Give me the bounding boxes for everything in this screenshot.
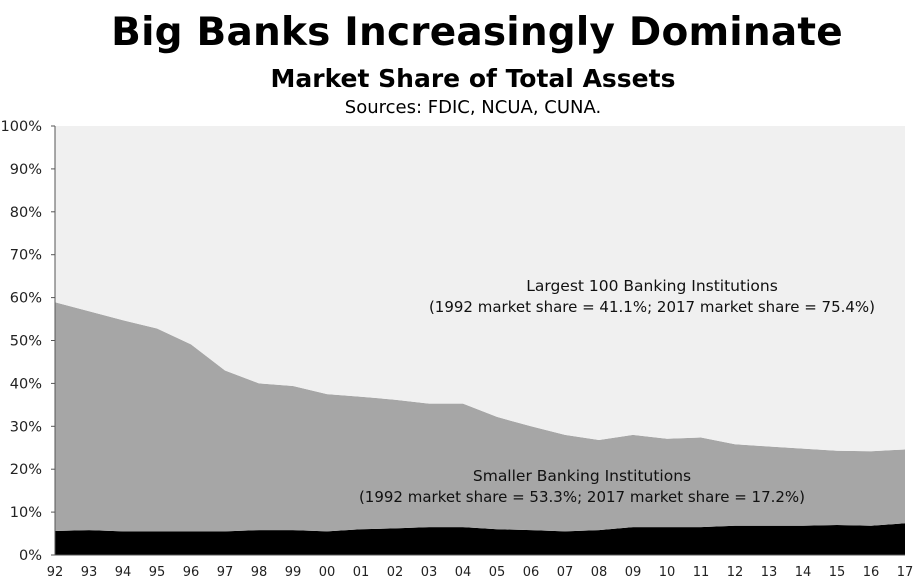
y-tick-label: 60% bbox=[10, 291, 42, 307]
x-tick-label: 06 bbox=[523, 565, 540, 580]
y-tick-label: 80% bbox=[10, 205, 42, 221]
x-tick-label: 95 bbox=[149, 565, 166, 580]
largest-100-institutions-area bbox=[55, 126, 905, 452]
y-tick-label: 70% bbox=[10, 248, 42, 264]
x-tick-label: 92 bbox=[47, 565, 64, 580]
y-tick-label: 20% bbox=[10, 462, 42, 478]
x-tick-label: 10 bbox=[659, 565, 676, 580]
tick-labels: 0% 10% 20% 30% 40% 50% 60% 70% 80% 90% 100% 92 93 94 9… bbox=[1, 119, 914, 580]
x-tick-label: 98 bbox=[251, 565, 268, 580]
x-tick-label: 97 bbox=[217, 565, 234, 580]
x-tick-label: 14 bbox=[795, 565, 812, 580]
x-tick-label: 07 bbox=[557, 565, 574, 580]
chart-subtitle: Market Share of Total Assets bbox=[270, 64, 676, 93]
x-tick-label: 15 bbox=[829, 565, 846, 580]
smaller-institutions-area bbox=[55, 302, 905, 532]
x-tick-label: 94 bbox=[115, 565, 132, 580]
y-tick-label: 0% bbox=[19, 548, 42, 564]
x-tick-label: 12 bbox=[727, 565, 744, 580]
x-tick-label: 04 bbox=[455, 565, 472, 580]
x-tick-label: 05 bbox=[489, 565, 506, 580]
y-tick-label: 40% bbox=[10, 376, 42, 392]
y-tick-label: 30% bbox=[10, 419, 42, 435]
x-tick-label: 16 bbox=[863, 565, 880, 580]
y-tick-label: 90% bbox=[10, 162, 42, 178]
annotation-detail: (1992 market share = 41.1%; 2017 market … bbox=[429, 298, 875, 316]
y-tick-label: 100% bbox=[1, 119, 42, 135]
x-tick-label: 99 bbox=[285, 565, 302, 580]
x-tick-label: 11 bbox=[693, 565, 710, 580]
x-tick-label: 17 bbox=[897, 565, 914, 580]
bottom-area bbox=[55, 523, 905, 555]
x-tick-label: 09 bbox=[625, 565, 642, 580]
x-tick-label: 93 bbox=[81, 565, 98, 580]
x-tick-label: 13 bbox=[761, 565, 778, 580]
axes bbox=[51, 125, 905, 556]
annotation-detail: (1992 market share = 53.3%; 2017 market … bbox=[359, 488, 805, 506]
chart-title: Big Banks Increasingly Dominate bbox=[111, 10, 843, 55]
annotation-title: Largest 100 Banking Institutions bbox=[526, 277, 778, 295]
chart-sources: Sources: FDIC, NCUA, CUNA. bbox=[344, 97, 602, 118]
x-tick-label: 01 bbox=[353, 565, 370, 580]
y-tick-label: 10% bbox=[10, 505, 42, 521]
x-tick-label: 96 bbox=[183, 565, 200, 580]
area-layers bbox=[55, 126, 905, 555]
y-tick-label: 50% bbox=[10, 334, 42, 350]
x-tick-label: 03 bbox=[421, 565, 438, 580]
x-tick-label: 02 bbox=[387, 565, 404, 580]
x-tick-label: 00 bbox=[319, 565, 336, 580]
annotation-title: Smaller Banking Institutions bbox=[473, 467, 691, 485]
x-tick-label: 08 bbox=[591, 565, 608, 580]
annotations: Largest 100 Banking Institutions (1992 ma… bbox=[359, 277, 875, 506]
